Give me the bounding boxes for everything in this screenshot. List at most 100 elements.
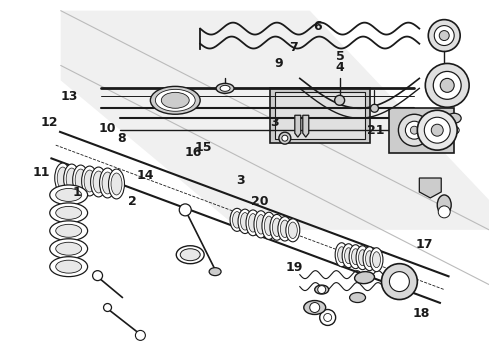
Circle shape: [279, 132, 291, 144]
Ellipse shape: [262, 212, 276, 239]
Ellipse shape: [111, 173, 122, 195]
Ellipse shape: [150, 86, 200, 114]
Ellipse shape: [238, 209, 252, 234]
Ellipse shape: [102, 172, 113, 194]
Circle shape: [439, 31, 449, 41]
Ellipse shape: [355, 271, 374, 284]
Ellipse shape: [50, 239, 88, 259]
Circle shape: [410, 126, 418, 134]
Polygon shape: [295, 115, 301, 137]
Circle shape: [417, 110, 457, 150]
Polygon shape: [419, 178, 441, 198]
Ellipse shape: [64, 164, 80, 194]
Ellipse shape: [56, 189, 82, 201]
Circle shape: [179, 204, 191, 216]
Text: 17: 17: [416, 238, 433, 251]
Ellipse shape: [272, 218, 281, 237]
Circle shape: [424, 117, 450, 143]
Ellipse shape: [155, 89, 195, 111]
Ellipse shape: [349, 245, 362, 269]
Circle shape: [93, 271, 102, 280]
Circle shape: [438, 206, 450, 218]
Ellipse shape: [82, 166, 98, 196]
Ellipse shape: [93, 171, 104, 193]
Ellipse shape: [75, 169, 86, 191]
Text: 14: 14: [136, 169, 154, 182]
Ellipse shape: [363, 247, 376, 271]
Ellipse shape: [180, 249, 200, 261]
Ellipse shape: [56, 206, 82, 219]
Circle shape: [434, 26, 454, 45]
Ellipse shape: [304, 301, 326, 315]
Text: 19: 19: [285, 261, 302, 274]
Ellipse shape: [84, 170, 95, 192]
Ellipse shape: [288, 222, 297, 239]
Ellipse shape: [56, 224, 82, 237]
Text: 5: 5: [336, 50, 344, 63]
Text: 8: 8: [118, 132, 126, 145]
Text: 4: 4: [336, 60, 344, 73]
Circle shape: [390, 272, 409, 292]
Ellipse shape: [50, 203, 88, 223]
Ellipse shape: [270, 215, 284, 240]
Ellipse shape: [349, 293, 366, 302]
Circle shape: [310, 302, 319, 312]
Text: 3: 3: [270, 116, 279, 129]
Ellipse shape: [55, 163, 71, 193]
Ellipse shape: [447, 113, 461, 123]
Circle shape: [324, 314, 332, 321]
Ellipse shape: [161, 92, 189, 108]
Ellipse shape: [370, 248, 383, 272]
Bar: [270, 88, 369, 143]
Text: 20: 20: [251, 195, 269, 208]
Ellipse shape: [56, 242, 82, 255]
Ellipse shape: [209, 268, 221, 276]
Ellipse shape: [437, 195, 451, 215]
Ellipse shape: [338, 247, 345, 263]
Ellipse shape: [220, 85, 230, 91]
Text: 16: 16: [184, 145, 201, 158]
Circle shape: [103, 303, 112, 311]
Ellipse shape: [246, 210, 260, 236]
Ellipse shape: [230, 208, 244, 231]
Polygon shape: [303, 115, 309, 137]
Ellipse shape: [91, 167, 106, 197]
Text: 12: 12: [41, 116, 58, 129]
Bar: [275, 92, 365, 139]
Ellipse shape: [99, 168, 116, 198]
Text: 13: 13: [61, 90, 78, 103]
Ellipse shape: [73, 165, 89, 195]
Ellipse shape: [50, 185, 88, 205]
Text: 10: 10: [98, 122, 116, 135]
Text: 21: 21: [367, 124, 385, 137]
Circle shape: [405, 121, 423, 139]
Ellipse shape: [256, 215, 266, 234]
Ellipse shape: [359, 250, 367, 266]
Bar: [390, 108, 454, 153]
Text: 2: 2: [128, 195, 137, 208]
Text: 7: 7: [290, 41, 298, 54]
Circle shape: [282, 135, 288, 141]
Ellipse shape: [233, 212, 242, 228]
Ellipse shape: [66, 168, 77, 190]
Ellipse shape: [265, 216, 273, 235]
Ellipse shape: [241, 213, 249, 230]
Circle shape: [425, 63, 469, 107]
Ellipse shape: [248, 213, 257, 232]
Circle shape: [335, 95, 344, 105]
Ellipse shape: [366, 251, 373, 267]
Ellipse shape: [57, 167, 68, 189]
Ellipse shape: [352, 249, 360, 265]
Text: 15: 15: [195, 140, 212, 153]
Ellipse shape: [278, 217, 292, 241]
Text: 3: 3: [236, 174, 245, 186]
Circle shape: [431, 124, 443, 136]
Ellipse shape: [344, 248, 353, 264]
Circle shape: [370, 104, 378, 112]
Ellipse shape: [280, 220, 289, 238]
Ellipse shape: [216, 84, 234, 93]
Ellipse shape: [342, 244, 355, 268]
Ellipse shape: [449, 126, 459, 134]
Ellipse shape: [50, 257, 88, 276]
Ellipse shape: [286, 219, 300, 242]
